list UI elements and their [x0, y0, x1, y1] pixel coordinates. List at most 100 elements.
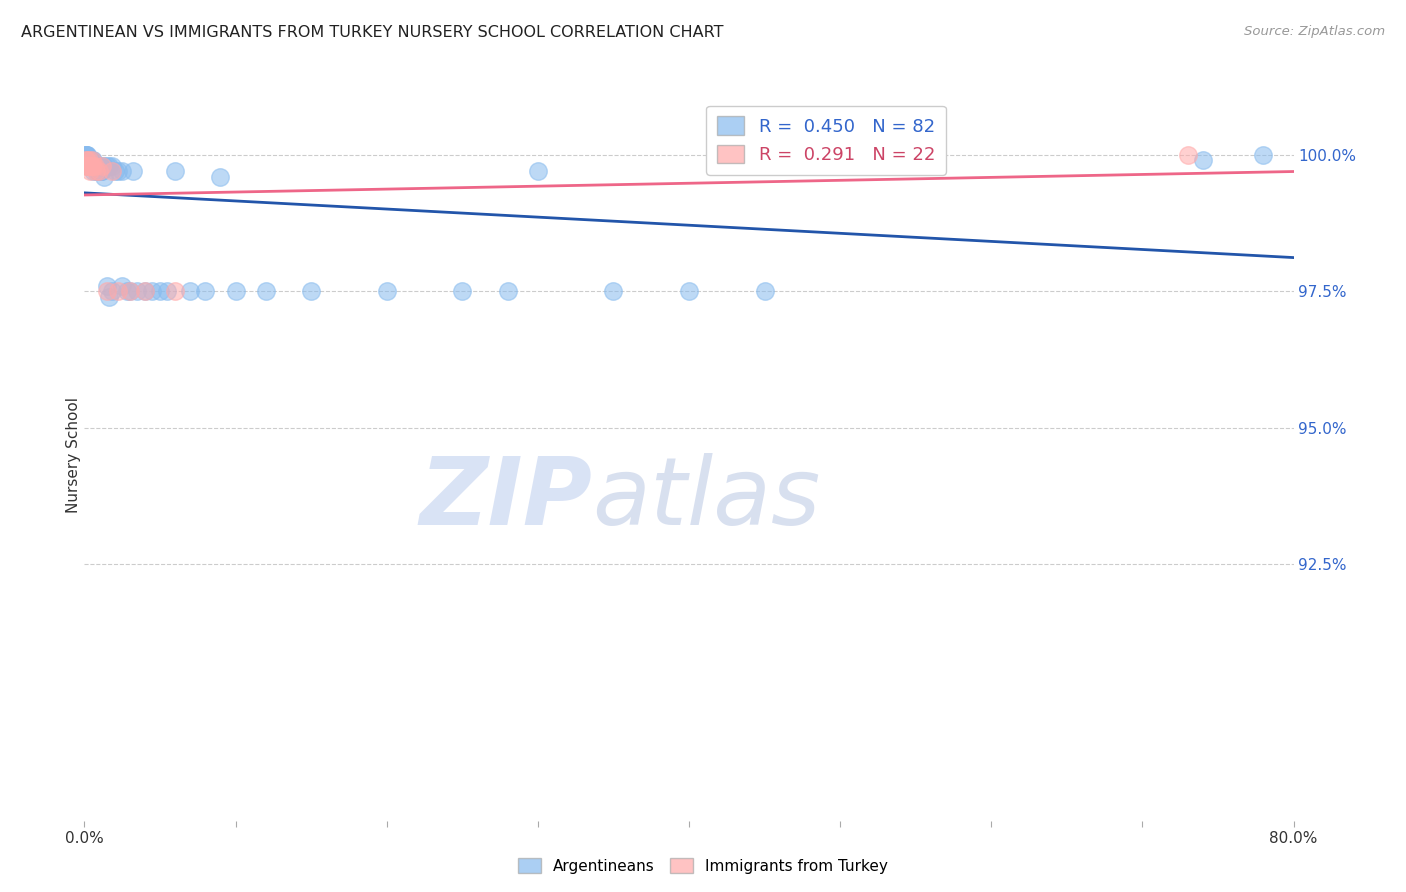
Point [496, 284, 519, 298]
Point [77, 153, 100, 168]
Point [86, 164, 108, 178]
Point [89, 164, 111, 178]
Point [80, 159, 103, 173]
Point [82, 159, 104, 173]
Point [75, 153, 97, 168]
Point [86, 164, 108, 178]
Point [86, 159, 108, 173]
Point [90, 164, 112, 178]
Point [79, 153, 101, 168]
Point [79, 164, 101, 178]
Point [134, 284, 156, 298]
Point [76, 153, 98, 168]
Point [82, 159, 104, 173]
Point [76, 147, 98, 161]
Point [678, 284, 700, 298]
Point [121, 164, 143, 178]
Point [80, 153, 103, 168]
Point [80, 153, 103, 168]
Point [76, 153, 98, 168]
Point [111, 164, 134, 178]
Point [80, 159, 103, 173]
Point [89, 164, 111, 178]
Point [209, 169, 232, 184]
Point [77, 153, 100, 168]
Point [76, 147, 98, 161]
Point [77, 153, 100, 168]
Point [165, 164, 187, 178]
Point [80, 153, 103, 168]
Y-axis label: Nursery School: Nursery School [66, 397, 80, 513]
Point [100, 284, 122, 298]
Point [754, 284, 776, 298]
Point [75, 153, 97, 168]
Point [100, 164, 122, 178]
Point [76, 159, 98, 173]
Point [91, 159, 114, 173]
Point [93, 169, 115, 184]
Point [1192, 153, 1215, 168]
Point [194, 284, 217, 298]
Point [96, 284, 118, 298]
Point [75, 153, 97, 168]
Point [875, 153, 897, 168]
Point [96, 278, 118, 293]
Point [82, 164, 104, 178]
Point [97, 159, 120, 173]
Point [96, 159, 118, 173]
Point [149, 284, 172, 298]
Point [91, 159, 114, 173]
Point [104, 164, 127, 178]
Point [179, 284, 201, 298]
Point [84, 159, 107, 173]
Point [79, 153, 101, 168]
Point [82, 159, 104, 173]
Point [75, 147, 97, 161]
Point [602, 284, 624, 298]
Point [76, 153, 98, 168]
Point [84, 159, 107, 173]
Point [79, 159, 101, 173]
Point [77, 159, 100, 173]
Point [254, 284, 277, 298]
Point [527, 164, 550, 178]
Point [111, 278, 134, 293]
Point [84, 159, 107, 173]
Point [75, 147, 97, 161]
Point [451, 284, 474, 298]
Point [299, 284, 322, 298]
Point [87, 164, 110, 178]
Point [84, 159, 107, 173]
Point [107, 284, 129, 298]
Point [90, 164, 112, 178]
Legend: Argentineans, Immigrants from Turkey: Argentineans, Immigrants from Turkey [512, 852, 894, 880]
Point [77, 159, 100, 173]
Point [127, 284, 149, 298]
Point [165, 284, 187, 298]
Point [79, 159, 101, 173]
Point [89, 159, 111, 173]
Point [87, 159, 110, 173]
Point [79, 159, 101, 173]
Point [76, 153, 98, 168]
Point [1253, 147, 1275, 161]
Point [93, 159, 115, 173]
Point [77, 153, 100, 168]
Text: Source: ZipAtlas.com: Source: ZipAtlas.com [1244, 25, 1385, 38]
Point [86, 159, 108, 173]
Point [225, 284, 247, 298]
Point [100, 159, 122, 173]
Point [141, 284, 163, 298]
Point [75, 147, 97, 161]
Point [97, 290, 120, 304]
Point [76, 153, 98, 168]
Text: ZIP: ZIP [419, 453, 592, 545]
Point [115, 284, 138, 298]
Point [118, 284, 141, 298]
Point [118, 284, 141, 298]
Point [89, 159, 111, 173]
Text: atlas: atlas [592, 453, 821, 544]
Point [77, 159, 100, 173]
Point [80, 159, 103, 173]
Point [107, 164, 129, 178]
